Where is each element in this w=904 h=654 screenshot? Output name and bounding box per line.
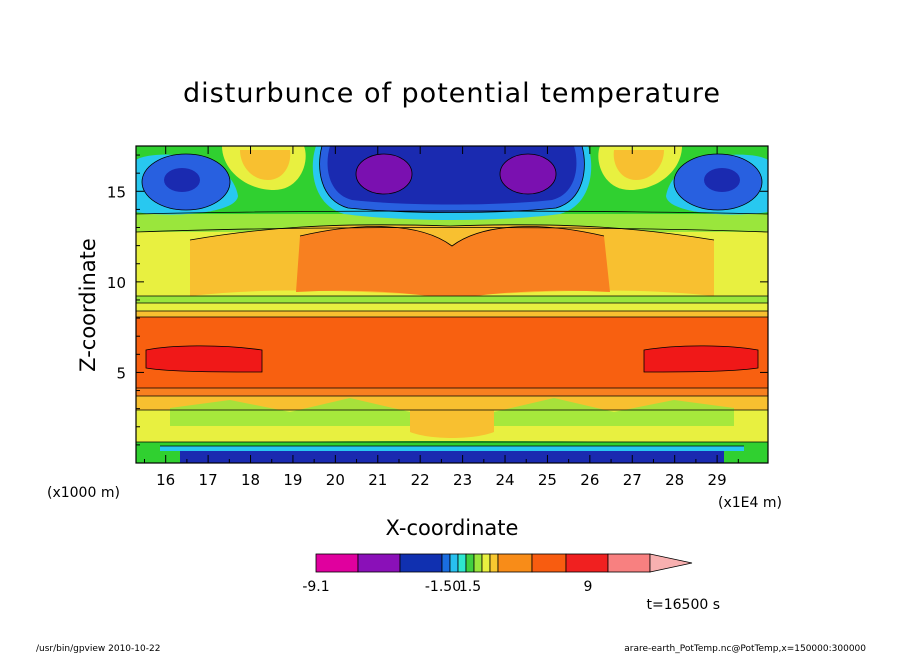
field-max-left [146,345,262,372]
colorbar [315,553,693,573]
field-band-thin-orange [136,311,768,319]
colorbar-segment [565,553,609,573]
field-band-lower-orange [136,388,768,398]
x-unit-note: (x1E4 m) [718,495,782,511]
y-unit-note: (x1000 m) [47,485,120,501]
colorbar-segment [481,553,491,573]
contour-lines [136,146,768,447]
colorbar-label: -9.1 [302,579,329,595]
field-band-thin-green [136,296,768,304]
footer-right: arare-earth_PotTemp.nc@PotTemp,x=150000:… [624,644,866,654]
y-tick-label: 10 [107,274,126,292]
x-tick-label: 22 [411,471,430,489]
colorbar-label: -1.50 [425,579,461,595]
x-tick-label: 18 [241,471,260,489]
colorbar-segment [489,553,499,573]
field-band-orange-upper [296,226,610,300]
colorbar-segment [457,553,467,573]
colorbar-segment [607,553,651,573]
x-tick-label: 16 [156,471,175,489]
contour-field [136,146,768,463]
colorbar-segment [357,553,401,573]
footer-left: /usr/bin/gpview 2010-10-22 [36,644,160,654]
colorbar-labels: -9.1 -1.501.5 9 [302,579,592,595]
field-band-bottom-cyan [160,446,744,451]
field-center-lower [410,402,494,438]
x-tick-label: 17 [199,471,218,489]
field-cell-left-core [164,168,200,192]
x-axis-ticks: 16 17 18 19 20 21 22 23 24 25 26 27 28 29 [143,146,739,489]
field-min-left [356,154,412,194]
x-tick-label: 20 [326,471,345,489]
colorbar-label: 9 [584,579,593,595]
colorbar-max-arrow [649,553,693,573]
chart-title: disturbunce of potential temperature [183,78,721,109]
x-tick-label: 24 [495,471,514,489]
field-min-right [500,154,556,194]
x-tick-label: 29 [708,471,727,489]
colorbar-segment [465,553,475,573]
x-tick-label: 25 [538,471,557,489]
time-label: t=16500 s [647,597,721,613]
y-axis-ticks: 5 10 15 [107,154,768,446]
y-tick-label: 5 [116,364,126,382]
x-axis-label: X-coordinate [386,516,519,540]
field-cell-right-core [704,168,740,192]
x-tick-label: 27 [623,471,642,489]
y-axis-label: Z-coordinate [76,238,100,372]
field-band-thin-yellow [136,303,768,313]
colorbar-segment [441,553,451,573]
x-tick-label: 28 [665,471,684,489]
x-tick-label: 19 [283,471,302,489]
colorbar-label: 1.5 [459,579,481,595]
colorbar-segment [473,553,483,573]
field-patch-orange-right [613,150,664,180]
colorbar-segment [531,553,567,573]
colorbar-segment [399,553,443,573]
colorbar-segment [315,553,359,573]
colorbar-segment [497,553,533,573]
x-tick-label: 26 [580,471,599,489]
plot-frame [135,145,769,464]
colorbar-segment [449,553,459,573]
field-band-bottom-blue [180,451,724,463]
x-tick-label: 21 [368,471,387,489]
field-max-right [644,345,758,372]
x-tick-label: 23 [453,471,472,489]
field-patch-orange-left [240,150,291,180]
y-tick-label: 15 [107,183,126,201]
